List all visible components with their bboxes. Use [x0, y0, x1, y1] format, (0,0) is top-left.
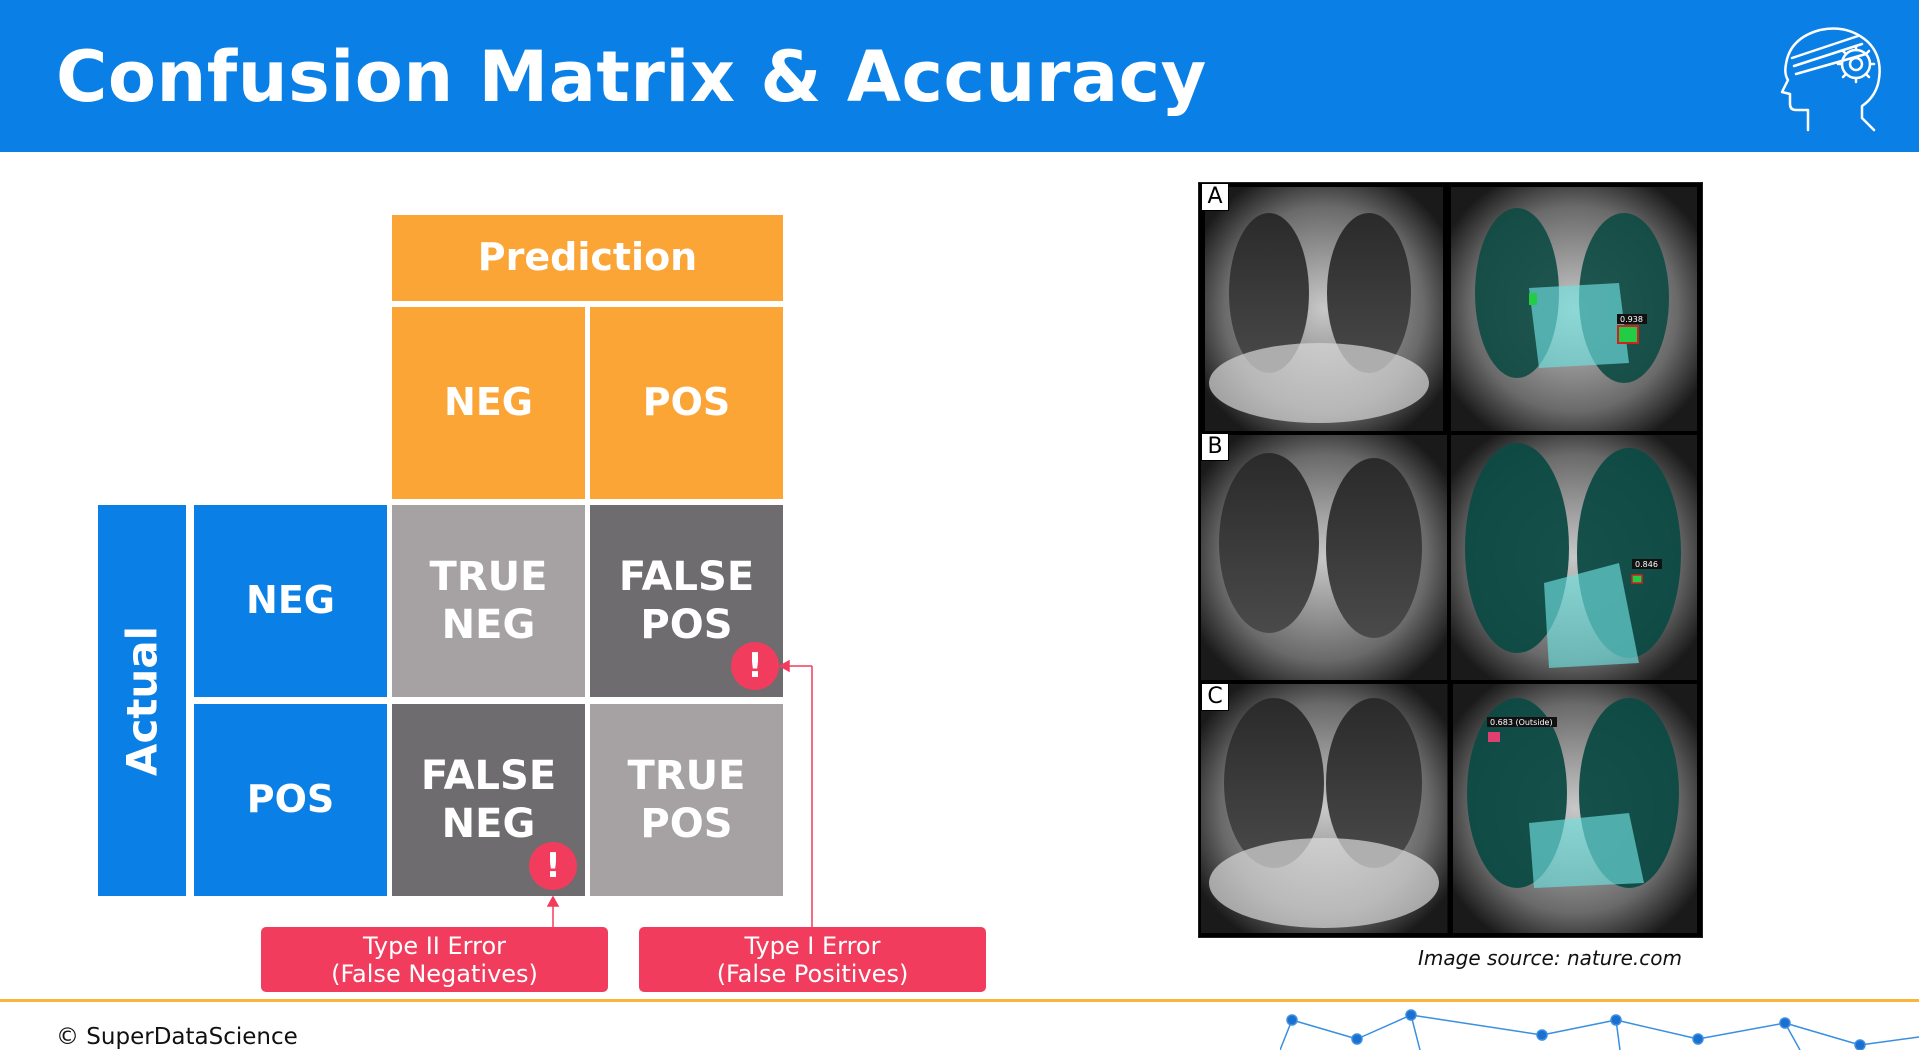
page-title: Confusion Matrix & Accuracy — [56, 36, 1207, 118]
tp-line1: TRUE — [627, 753, 746, 799]
copyright-text: © SuperDataScience — [56, 1024, 298, 1050]
xray-row-a: 0.938 — [1205, 187, 1697, 431]
image-source-caption: Image source: nature.com — [1418, 946, 1682, 970]
fn-line1: FALSE — [420, 753, 557, 799]
score-c: 0.683 (Outside) — [1490, 718, 1553, 727]
prediction-header: Prediction — [392, 215, 783, 301]
pred-neg-label: NEG — [444, 380, 533, 425]
xray-figure: 0.938 0.846 0.683 (Outsid — [1198, 182, 1703, 938]
type1-line2: (False Positives) — [716, 959, 909, 988]
pred-pos-cell: POS — [590, 307, 783, 499]
actual-pos-label: POS — [246, 777, 335, 822]
type2-line2: (False Negatives) — [331, 959, 538, 988]
pred-neg-cell: NEG — [392, 307, 585, 499]
xray-row-b: 0.846 — [1201, 435, 1697, 680]
type1-line1: Type I Error — [744, 931, 881, 960]
type2-arrowhead — [546, 895, 560, 907]
score-a: 0.938 — [1620, 315, 1643, 324]
alert-icon-false-negative: ! — [529, 842, 577, 890]
tn-line1: TRUE — [429, 554, 548, 600]
panel-letter-a: A — [1201, 183, 1229, 211]
panel-letter-b: B — [1201, 433, 1229, 461]
type2-error-box: Type II Error (False Negatives) — [261, 927, 608, 992]
panel-letter-c: C — [1201, 683, 1229, 711]
brain-head-icon — [1780, 27, 1881, 132]
tp-line2: POS — [640, 801, 733, 847]
actual-header: Actual — [98, 505, 186, 896]
xray-row-c: 0.683 (Outside) — [1201, 684, 1697, 933]
actual-neg-label: NEG — [246, 578, 335, 623]
header-bar: Confusion Matrix & Accuracy — [0, 0, 1919, 152]
prediction-label: Prediction — [477, 235, 698, 280]
actual-label: Actual — [117, 625, 167, 776]
true-positive-cell: TRUE POS — [590, 704, 783, 896]
fn-line2: NEG — [441, 801, 536, 847]
score-b: 0.846 — [1635, 560, 1658, 569]
tn-line2: NEG — [441, 602, 536, 648]
actual-pos-cell: POS — [194, 704, 387, 896]
fp-line2: POS — [640, 602, 733, 648]
type1-error-box: Type I Error (False Positives) — [639, 927, 986, 992]
network-graphic — [1280, 1009, 1919, 1050]
pred-pos-label: POS — [642, 380, 731, 425]
type2-line1: Type II Error — [362, 931, 507, 960]
xray-image: 0.938 0.846 0.683 (Outsid — [1201, 183, 1697, 937]
alert-icon-false-positive: ! — [731, 642, 779, 690]
actual-neg-cell: NEG — [194, 505, 387, 697]
true-negative-cell: TRUE NEG — [392, 505, 585, 697]
fp-line1: FALSE — [618, 554, 755, 600]
footer-divider — [0, 999, 1919, 1002]
